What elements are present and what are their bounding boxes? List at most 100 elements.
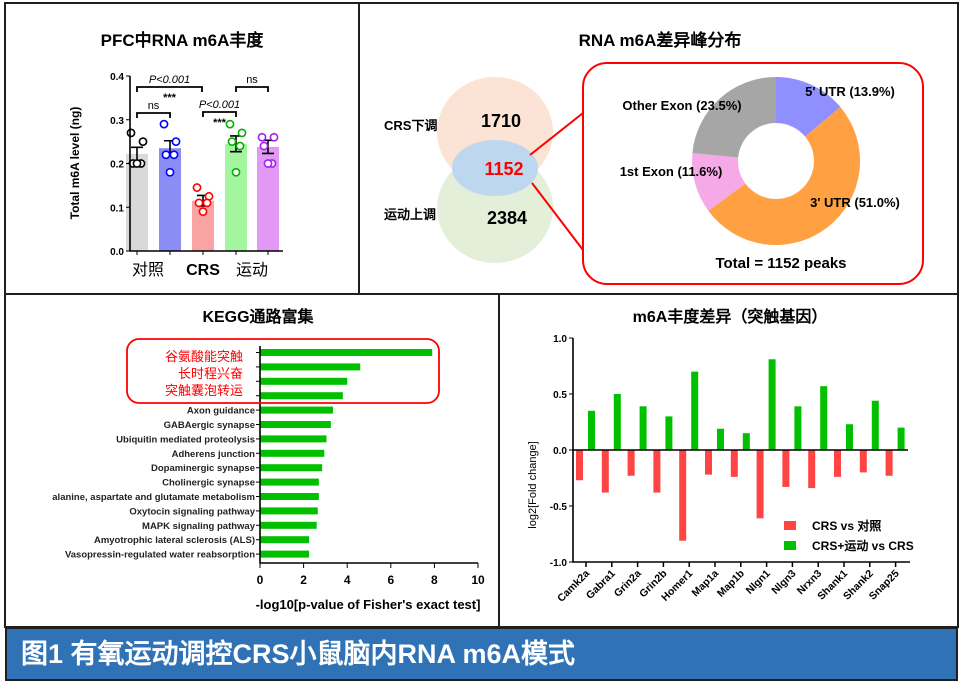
bar-exercise-vs-crs <box>665 416 673 450</box>
highlight-label: 谷氨酸能突触 <box>165 349 243 364</box>
data-point <box>259 141 269 151</box>
x-tick-label: 10 <box>471 573 485 587</box>
bar <box>260 464 323 472</box>
y-tick-label: 0.0 <box>553 446 567 457</box>
donut-slice <box>692 153 746 211</box>
venn-bottom-label: 运动上调 <box>384 207 436 222</box>
callout-line <box>529 112 584 156</box>
venn-top-label: CRS下调 <box>384 118 437 133</box>
bar <box>260 349 433 356</box>
bar-crs-vs-control <box>705 450 712 475</box>
m6a-level-bar-chart: PFC中RNA m6A丰度 Total m6A level (ng) 0.0 0.… <box>68 30 283 279</box>
pathway-label: MAPK signaling pathway <box>142 521 256 532</box>
bar-crs-vs-control <box>601 450 609 493</box>
legend-swatch <box>784 541 796 550</box>
bar <box>260 421 331 428</box>
data-point <box>198 207 208 217</box>
callout-line <box>531 182 584 251</box>
bar-crs-vs-control <box>834 450 841 477</box>
peak-distribution-panel: RNA m6A差异峰分布 CRS下调 1710 1152 运动上调 2384 T… <box>384 30 924 285</box>
y-tick-label: 0.5 <box>553 390 567 401</box>
chart-title: PFC中RNA m6A丰度 <box>101 30 265 50</box>
bar <box>260 406 334 414</box>
x-tick-label: CRS <box>186 262 220 279</box>
significance-bracket <box>136 112 171 118</box>
data-point <box>257 132 267 142</box>
y-tick-label: 1.0 <box>553 334 567 345</box>
significance-label: P<0.001 <box>199 99 240 111</box>
bar-exercise-vs-crs <box>717 428 724 450</box>
bar-exercise-vs-crs <box>768 359 776 450</box>
data-point <box>192 183 202 192</box>
legend-swatch <box>784 521 796 530</box>
data-point <box>225 119 235 129</box>
x-tick-label: 0 <box>257 573 264 587</box>
chart-title: KEGG通路富集 <box>202 307 314 326</box>
y-tick-label: 0.1 <box>110 203 124 214</box>
y-tick-label: -1.0 <box>550 558 568 569</box>
x-tick-label: 运动 <box>236 261 268 279</box>
bar <box>257 146 279 251</box>
significance-label: ns <box>246 74 258 86</box>
data-point <box>231 167 241 177</box>
significance-bracket <box>235 86 269 92</box>
y-axis-label: log2[Fold change] <box>527 441 539 528</box>
bar-crs-vs-control <box>756 450 764 519</box>
x-axis-label: -log10[p-value of Fisher's exact test] <box>256 597 481 612</box>
pathway-label: Adherens junction <box>172 449 256 460</box>
bar <box>192 200 214 251</box>
significance-bracket <box>202 111 237 117</box>
bar-crs-vs-control <box>859 450 867 473</box>
bar-crs-vs-control <box>576 450 583 481</box>
pathway-label: Axon guidance <box>187 406 255 417</box>
highlight-box <box>126 338 440 404</box>
data-point <box>194 198 204 208</box>
significance-label: ns <box>148 100 160 112</box>
bar <box>225 143 247 251</box>
bar-exercise-vs-crs <box>639 406 647 450</box>
data-point <box>132 159 142 168</box>
bar-crs-vs-control <box>808 450 816 489</box>
pathway-label: GABAergic synapse <box>164 420 255 431</box>
pathway-label: Dopaminergic synapse <box>151 463 255 474</box>
data-point <box>171 137 181 147</box>
bar <box>260 363 361 371</box>
data-point <box>227 137 237 147</box>
bar <box>126 153 148 251</box>
highlight-label: 长时程兴奋 <box>178 366 243 381</box>
significance-label: P<0.001 <box>149 74 190 86</box>
bar <box>260 493 319 500</box>
data-point <box>169 150 179 160</box>
pathway-label: Cholinergic synapse <box>162 478 255 489</box>
bar-exercise-vs-crs <box>897 427 905 450</box>
x-tick-label: 8 <box>431 573 438 587</box>
donut-slice <box>692 77 776 158</box>
bar-crs-vs-control <box>653 450 661 493</box>
venn-top-value: 1710 <box>481 111 521 131</box>
bar-exercise-vs-crs <box>613 394 621 450</box>
data-point <box>159 119 169 129</box>
bar <box>260 507 318 515</box>
pathway-label: Amyotrophic lateral sclerosis (ALS) <box>94 535 255 546</box>
synaptic-gene-fold-change-chart: m6A丰度差异（突触基因） log2[Fold change] Camk2aGa… <box>527 307 914 605</box>
slice-label: 3' UTR (51.0%) <box>810 195 900 210</box>
bar-exercise-vs-crs <box>794 406 802 450</box>
bar <box>260 392 343 400</box>
bar <box>260 536 310 544</box>
figure-caption: 图1 有氧运动调控CRS小鼠脑内RNA m6A模式 <box>21 639 576 669</box>
x-tick-label: 2 <box>300 573 307 587</box>
bar-exercise-vs-crs <box>846 424 853 450</box>
bar-crs-vs-control <box>627 450 635 476</box>
y-tick-label: 0.3 <box>110 116 124 127</box>
bar <box>260 449 325 457</box>
gene-label: Nlgn1 <box>744 568 773 597</box>
gene-label: Camk2a <box>555 568 592 605</box>
bar-exercise-vs-crs <box>691 371 699 450</box>
pathway-label: Ubiquitin mediated proteolysis <box>116 434 255 445</box>
data-point <box>165 167 175 177</box>
significance-stars: *** <box>163 92 177 104</box>
bar-exercise-vs-crs <box>742 433 750 450</box>
data-point <box>161 150 171 160</box>
y-tick-label: -0.5 <box>550 502 568 513</box>
slice-label: 5' UTR (13.9%) <box>805 84 895 99</box>
